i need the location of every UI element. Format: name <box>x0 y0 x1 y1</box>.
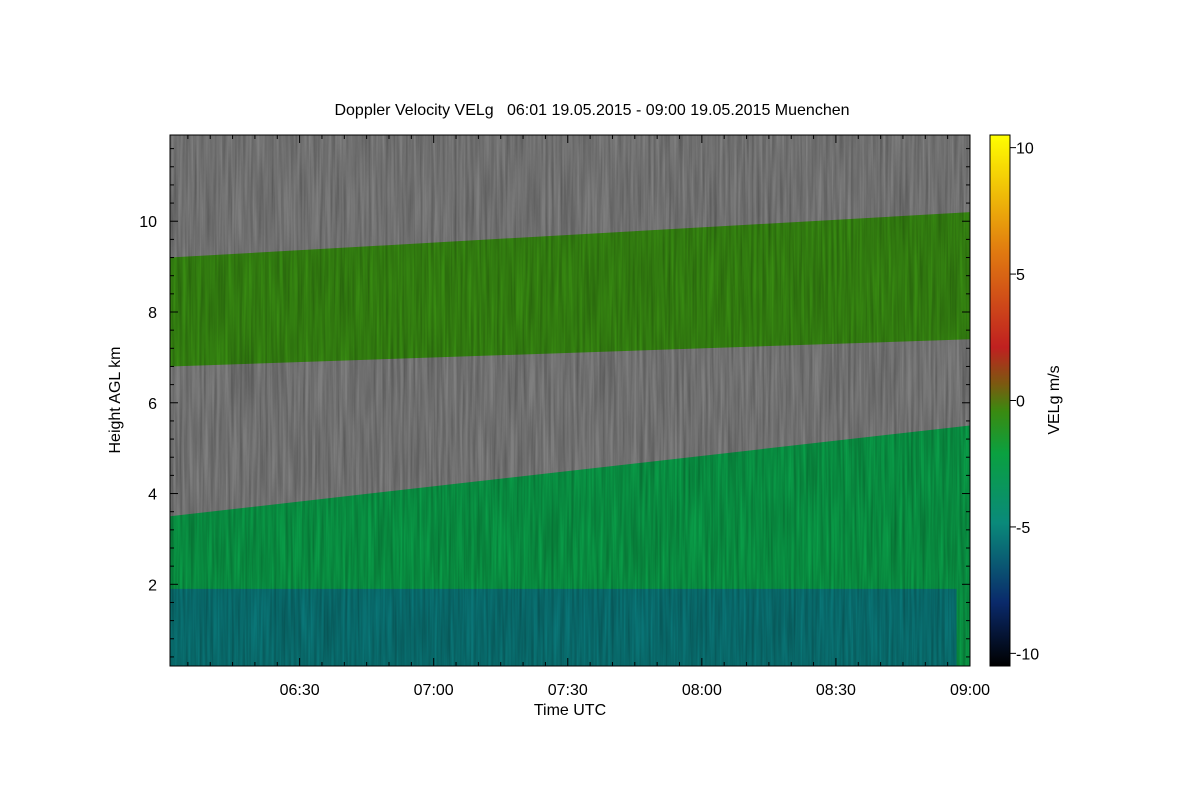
x-tick-label: 06:30 <box>280 682 320 699</box>
x-axis: 06:30 07:00 07:30 08:00 08:30 09:00 <box>187 135 990 699</box>
x-tick-label: 07:00 <box>414 682 454 699</box>
colorbar-gradient <box>989 134 1011 667</box>
x-tick-label: 08:30 <box>816 682 856 699</box>
y-tick-label: 8 <box>148 305 157 322</box>
colorbar: 10 5 0 -5 -10 VELg m/s <box>989 134 1063 667</box>
chart-title: Doppler Velocity VELg 06:01 19.05.2015 -… <box>334 102 849 119</box>
colorbar-tick-label: 0 <box>1016 394 1025 411</box>
x-axis-label: Time UTC <box>534 702 606 719</box>
colorbar-tick-label: 10 <box>1016 141 1034 158</box>
plot-area <box>169 134 971 667</box>
colorbar-tick-label: -10 <box>1016 646 1039 663</box>
colorbar-tick-label: 5 <box>1016 267 1025 284</box>
y-axis: 2 4 6 8 10 <box>139 148 970 658</box>
colorbar-tick-label: -5 <box>1016 520 1030 537</box>
colorbar-label: VELg m/s <box>1046 365 1063 434</box>
x-tick-label: 08:00 <box>682 682 722 699</box>
y-tick-label: 10 <box>139 214 157 231</box>
y-tick-label: 6 <box>148 396 157 413</box>
x-tick-label: 09:00 <box>950 682 990 699</box>
x-tick-label: 07:30 <box>548 682 588 699</box>
y-tick-label: 2 <box>148 577 157 594</box>
plot-frame <box>169 134 971 667</box>
streak-texture <box>170 135 970 666</box>
y-axis-label: Height AGL km <box>107 346 124 453</box>
y-tick-label: 4 <box>148 487 157 504</box>
